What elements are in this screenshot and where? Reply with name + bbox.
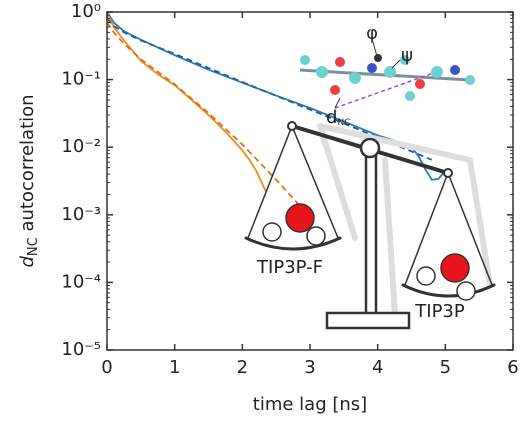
x-tick-label: 2 (237, 357, 248, 378)
y-tick-label: 10⁻¹ (61, 69, 101, 90)
x-tick-label: 5 (440, 357, 451, 378)
y-label-text: autocorrelation (17, 94, 38, 231)
fit-line (106, 17, 433, 161)
x-tick-label: 3 (304, 357, 315, 378)
y-label-subscript: NC (26, 237, 41, 256)
y-tick-label: 10⁻⁵ (61, 339, 101, 360)
x-tick-label: 4 (372, 357, 383, 378)
series-label: TIP3P-F (256, 257, 323, 278)
y-axis-label: dNC autocorrelation (17, 94, 41, 267)
y-tick-label: 10⁰ (71, 1, 101, 22)
psi-label: ψ (401, 45, 413, 66)
x-tick-label: 6 (507, 357, 518, 378)
data-line (106, 11, 447, 181)
distance-symbol: d (326, 107, 337, 128)
distance-subscript: NC (337, 118, 350, 128)
y-label-symbol: d (17, 256, 38, 268)
y-tick-label: 10⁻² (61, 136, 101, 157)
y-tick-label: 10⁻⁴ (61, 271, 101, 292)
distance-label: dNC (326, 107, 350, 128)
plot-frame (106, 11, 514, 351)
y-tick-label: 10⁻³ (61, 204, 101, 225)
fit-line (106, 21, 304, 211)
x-tick-label: 0 (101, 357, 112, 378)
x-axis-label: time lag [ns] (253, 394, 367, 415)
molecule-illustration (299, 41, 475, 109)
series-label: TIP3P (414, 301, 465, 322)
balance-illustration (244, 121, 496, 330)
x-tick-label: 1 (169, 357, 180, 378)
data-line (106, 11, 267, 193)
phi-label: φ (366, 23, 378, 44)
